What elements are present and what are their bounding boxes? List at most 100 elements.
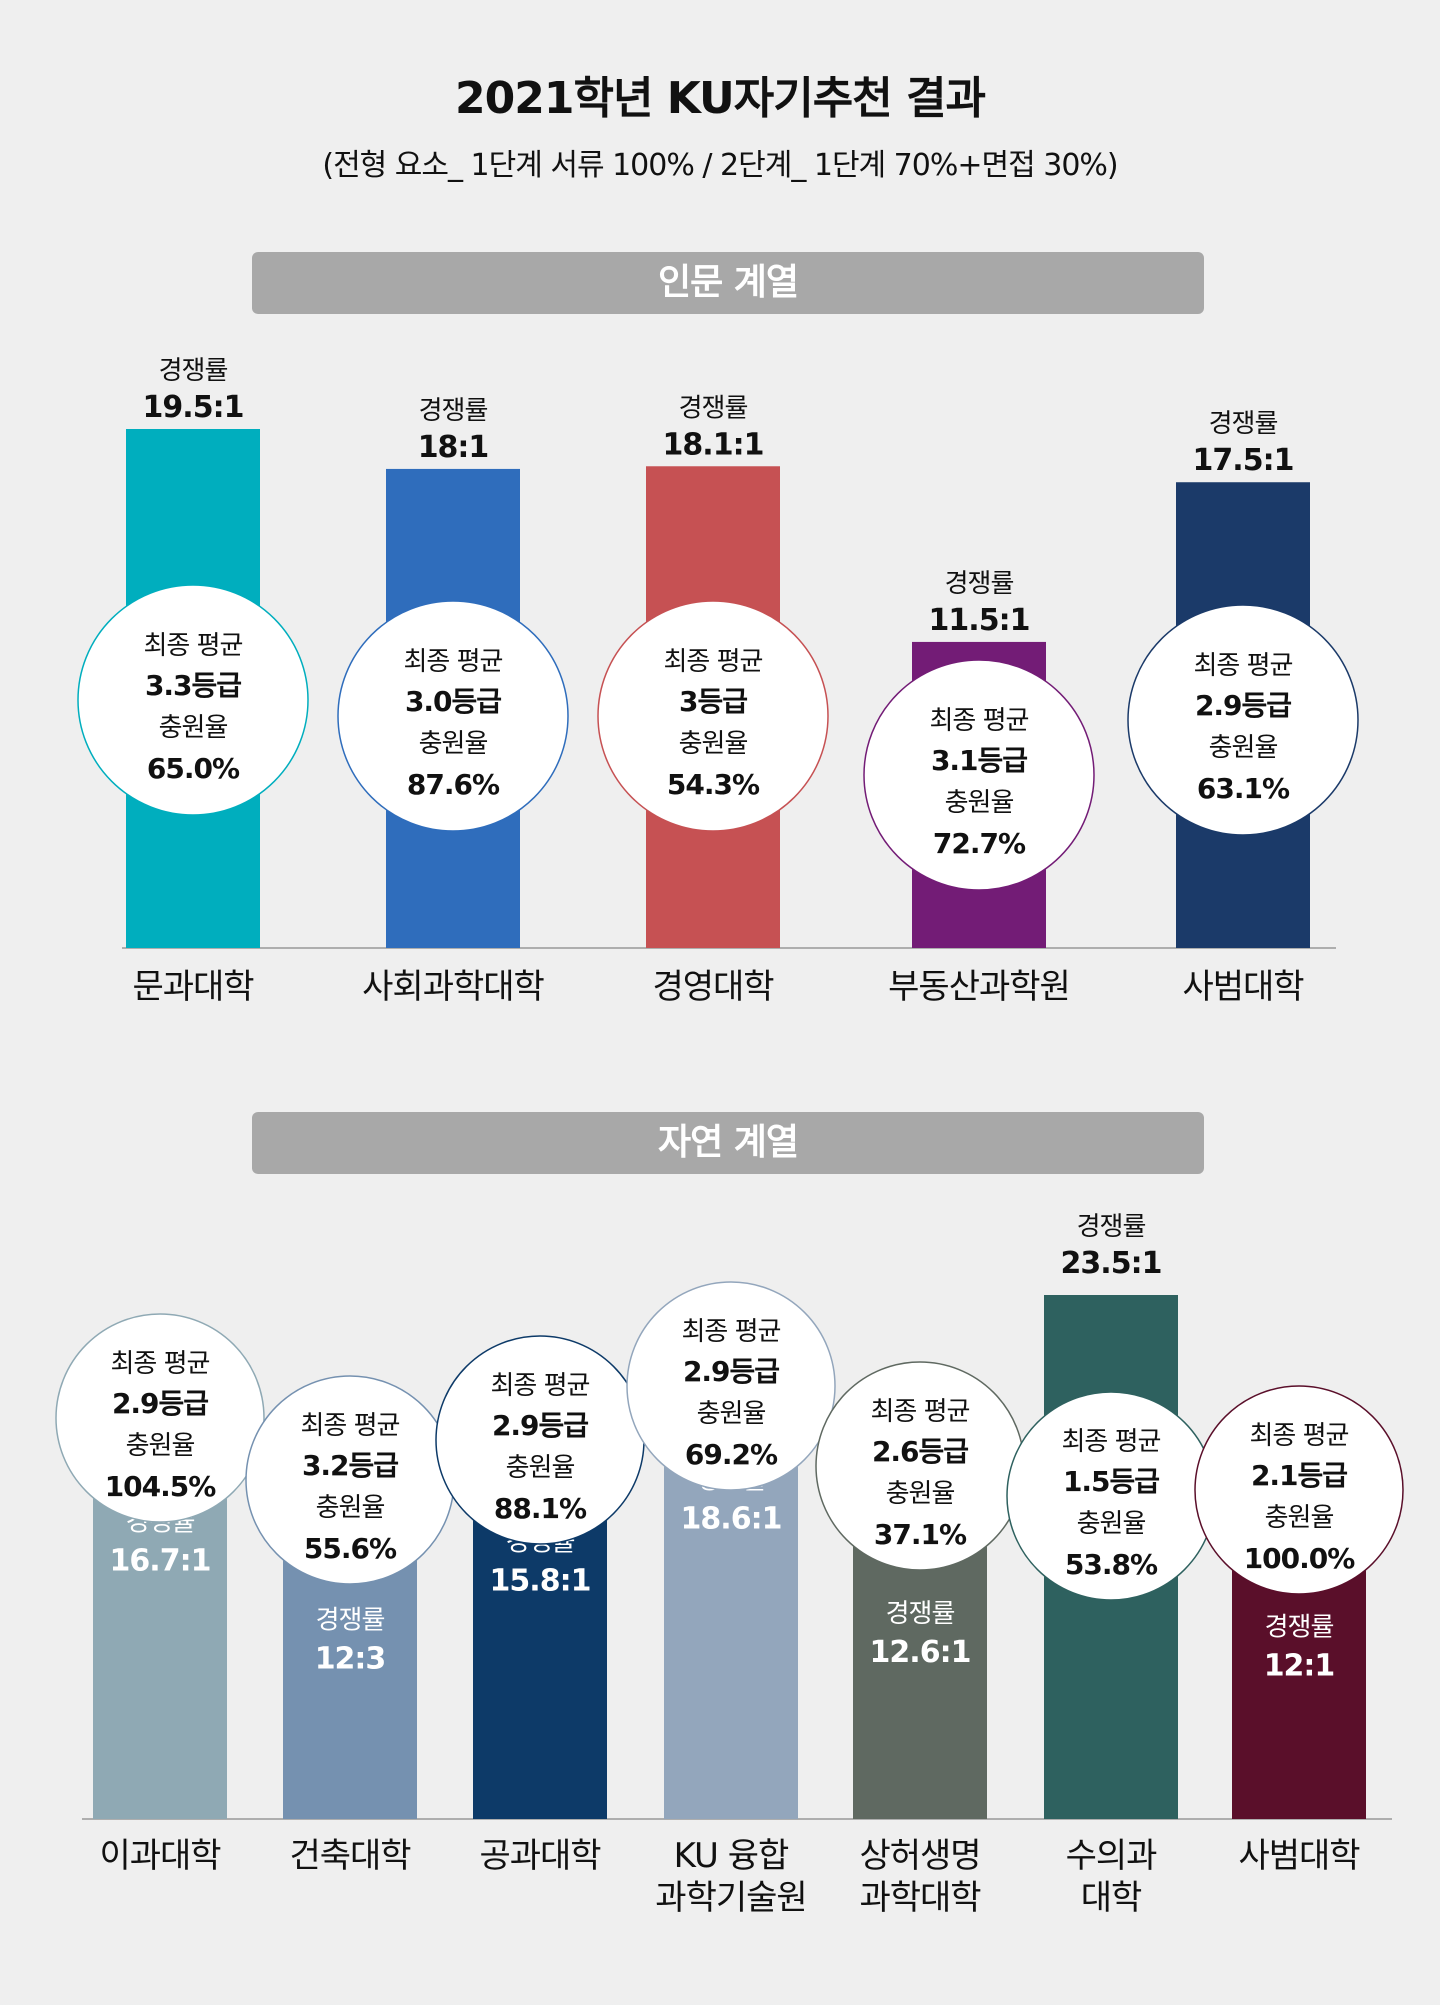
ratio-value: 17.5:1: [1193, 443, 1294, 478]
fill-rate-label: 충원율: [697, 1399, 766, 1429]
category-label: 공과대학: [479, 1836, 601, 1876]
ratio-label: 경쟁률: [679, 393, 748, 423]
fill-rate-value: 53.8%: [1065, 1548, 1158, 1581]
category-label: 부동산과학원: [888, 967, 1070, 1007]
final-avg-label: 최종 평균: [1250, 1421, 1349, 1451]
category-label: KU 융합: [674, 1836, 789, 1876]
section-header-natural-sciences: 자연 계열: [252, 1112, 1204, 1174]
stats-circle: [337, 600, 569, 832]
ratio-value: 18.1:1: [663, 427, 764, 462]
final-avg-label: 최종 평균: [871, 1397, 970, 1427]
ratio-value: 12:1: [1264, 1648, 1335, 1683]
category-label: 대학: [1081, 1878, 1142, 1918]
stats-circle: [1127, 604, 1359, 836]
section-header-humanities: 인문 계열: [252, 252, 1204, 314]
category-label: 사범대학: [1182, 967, 1304, 1007]
ratio-label: 경쟁률: [945, 569, 1014, 599]
avg-grade-value: 2.1등급: [1251, 1459, 1347, 1492]
category-label: 사회과학대학: [362, 967, 544, 1007]
ratio-value: 18.6:1: [681, 1501, 782, 1536]
avg-grade-value: 2.9등급: [492, 1409, 588, 1442]
fill-rate-label: 충원율: [886, 1479, 955, 1509]
final-avg-label: 최종 평균: [664, 647, 763, 677]
category-label: 상허생명: [859, 1836, 980, 1876]
fill-rate-label: 충원율: [316, 1493, 385, 1523]
avg-grade-value: 3.1등급: [931, 744, 1027, 777]
category-label: 문과대학: [132, 967, 254, 1007]
fill-rate-label: 충원율: [506, 1453, 575, 1483]
final-avg-label: 최종 평균: [404, 647, 503, 677]
fill-rate-value: 104.5%: [105, 1470, 217, 1503]
fill-rate-value: 37.1%: [874, 1518, 967, 1551]
bar: [283, 1544, 417, 1819]
fill-rate-label: 충원율: [1077, 1509, 1146, 1539]
natural-sciences-bar-chart: 경쟁률16.7:1최종 평균2.9등급충원율104.5%이과대학경쟁률12:3최…: [55, 1212, 1404, 1918]
category-label: 수의과: [1066, 1836, 1158, 1876]
stats-circle: [77, 584, 309, 816]
final-avg-label: 최종 평균: [930, 706, 1029, 736]
ratio-label: 경쟁률: [1077, 1212, 1146, 1242]
ratio-label: 경쟁률: [159, 356, 228, 386]
fill-rate-label: 충원율: [126, 1431, 195, 1461]
fill-rate-value: 55.6%: [304, 1532, 397, 1565]
final-avg-label: 최종 평균: [1062, 1427, 1161, 1457]
final-avg-label: 최종 평균: [144, 631, 243, 661]
ratio-label: 경쟁률: [1265, 1612, 1334, 1642]
fill-rate-value: 69.2%: [685, 1438, 778, 1471]
category-label: 건축대학: [289, 1836, 411, 1876]
page-title: 2021학년 KU자기추천 결과: [455, 73, 986, 124]
fill-rate-value: 72.7%: [933, 827, 1026, 860]
fill-rate-label: 충원율: [1265, 1503, 1334, 1533]
ratio-value: 23.5:1: [1061, 1246, 1162, 1281]
fill-rate-label: 충원율: [945, 788, 1014, 818]
ratio-value: 12.6:1: [870, 1635, 971, 1670]
bar: [853, 1538, 987, 1819]
page-subtitle: (전형 요소_ 1단계 서류 100% / 2단계_ 1단계 70%+면접 30…: [322, 148, 1118, 183]
final-avg-label: 최종 평균: [491, 1371, 590, 1401]
fill-rate-value: 87.6%: [407, 768, 500, 801]
ratio-value: 18:1: [418, 430, 489, 465]
category-label: 과학대학: [859, 1878, 981, 1918]
avg-grade-value: 3.2등급: [302, 1449, 398, 1482]
stats-circle: [597, 600, 829, 832]
ratio-label: 경쟁률: [419, 396, 488, 426]
ratio-value: 15.8:1: [490, 1564, 591, 1599]
ratio-value: 19.5:1: [143, 390, 244, 425]
ratio-value: 16.7:1: [110, 1544, 211, 1579]
fill-rate-label: 충원율: [679, 729, 748, 759]
avg-grade-value: 3등급: [679, 685, 747, 718]
fill-rate-label: 충원율: [159, 713, 228, 743]
fill-rate-value: 88.1%: [494, 1492, 587, 1525]
fill-rate-label: 충원율: [419, 729, 488, 759]
stats-circle: [55, 1313, 265, 1523]
avg-grade-value: 3.3등급: [145, 669, 241, 702]
ratio-value: 11.5:1: [929, 603, 1030, 638]
final-avg-label: 최종 평균: [682, 1317, 781, 1347]
avg-grade-value: 2.9등급: [112, 1387, 208, 1420]
fill-rate-label: 충원율: [1209, 733, 1278, 763]
bar: [1232, 1551, 1366, 1819]
final-avg-label: 최종 평균: [301, 1411, 400, 1441]
stats-circle: [863, 659, 1095, 891]
category-label: 경영대학: [652, 967, 774, 1007]
fill-rate-value: 63.1%: [1197, 772, 1290, 805]
ratio-label: 경쟁률: [1209, 409, 1278, 439]
fill-rate-value: 100.0%: [1244, 1542, 1356, 1575]
category-label: 사범대학: [1238, 1836, 1360, 1876]
category-label: 이과대학: [99, 1836, 221, 1876]
ratio-value: 12:3: [315, 1642, 386, 1677]
fill-rate-value: 65.0%: [147, 752, 240, 785]
avg-grade-value: 2.9등급: [683, 1355, 779, 1388]
avg-grade-value: 1.5등급: [1063, 1465, 1159, 1498]
ratio-label: 경쟁률: [886, 1599, 955, 1629]
stats-circle: [1194, 1385, 1404, 1595]
category-label: 과학기술원: [655, 1878, 806, 1918]
final-avg-label: 최종 평균: [111, 1349, 210, 1379]
stats-circle: [626, 1281, 836, 1491]
avg-grade-value: 2.6등급: [872, 1435, 968, 1468]
avg-grade-value: 2.9등급: [1195, 689, 1291, 722]
avg-grade-value: 3.0등급: [405, 685, 501, 718]
ratio-label: 경쟁률: [316, 1606, 385, 1636]
final-avg-label: 최종 평균: [1194, 651, 1293, 681]
